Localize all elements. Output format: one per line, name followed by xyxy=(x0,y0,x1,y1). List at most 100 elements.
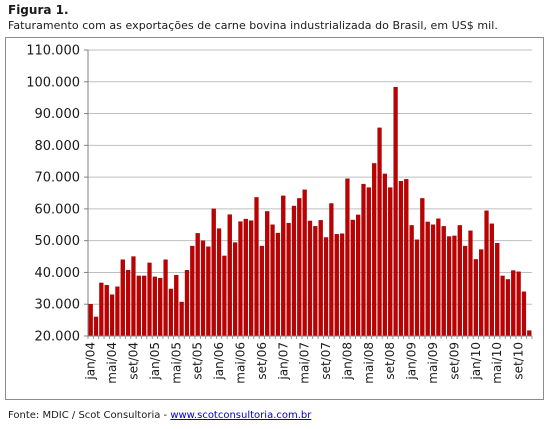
y-tick-label: 110.000 xyxy=(26,44,80,59)
x-tick-label: mai/08 xyxy=(362,342,376,384)
x-tick-label: mai/05 xyxy=(169,342,183,384)
bar xyxy=(152,276,157,337)
bar xyxy=(238,221,243,337)
x-tick-label: jan/09 xyxy=(405,342,419,381)
y-tick-label: 50.000 xyxy=(35,234,81,249)
bar xyxy=(516,271,521,337)
bar xyxy=(409,225,414,337)
y-tick-label: 20.000 xyxy=(35,330,81,345)
bar xyxy=(158,277,163,337)
bar xyxy=(393,86,398,337)
bar xyxy=(339,233,345,337)
bar xyxy=(425,221,430,337)
bar xyxy=(361,183,366,337)
bar xyxy=(463,245,468,337)
bar xyxy=(125,270,131,337)
bar xyxy=(366,187,371,337)
x-tick-label: mai/09 xyxy=(426,342,440,384)
bar xyxy=(184,270,190,337)
chart-frame xyxy=(5,37,544,400)
source-link[interactable]: www.scotconsultoria.com.br xyxy=(170,410,312,421)
bar xyxy=(275,232,281,337)
bar xyxy=(142,275,147,337)
x-tick-label: mai/10 xyxy=(490,342,504,384)
bar xyxy=(216,228,222,337)
bar xyxy=(313,226,318,337)
bar xyxy=(297,198,302,337)
bar xyxy=(179,301,184,337)
x-tick-label: set/05 xyxy=(191,342,205,380)
bar xyxy=(115,286,120,337)
bar xyxy=(521,291,527,337)
bar xyxy=(430,224,436,337)
bar xyxy=(446,236,452,337)
bar xyxy=(377,127,382,337)
bar xyxy=(286,222,291,337)
bar xyxy=(200,240,206,337)
x-tick-label: jan/08 xyxy=(340,342,354,381)
x-tick-label: set/06 xyxy=(255,342,269,380)
bar xyxy=(388,187,393,337)
x-tick-label: set/09 xyxy=(447,342,461,380)
bar xyxy=(372,163,377,337)
bar xyxy=(323,237,329,337)
bar xyxy=(270,224,275,337)
x-tick-label: jan/10 xyxy=(469,342,483,381)
source-prefix: Fonte: MDIC / Scot Consultoria - xyxy=(8,410,171,421)
bar xyxy=(265,211,270,337)
bar xyxy=(484,210,489,337)
bar xyxy=(99,282,104,337)
bar xyxy=(174,275,179,337)
bar xyxy=(243,218,248,337)
bar xyxy=(206,246,211,337)
bar xyxy=(88,304,93,337)
bar xyxy=(190,245,195,337)
y-tick-label: 60.000 xyxy=(35,202,81,217)
bar xyxy=(382,173,388,337)
bar xyxy=(505,279,511,337)
x-tick-label: mai/06 xyxy=(233,342,247,384)
bar xyxy=(136,275,141,337)
bar xyxy=(93,316,99,337)
bar xyxy=(527,330,532,337)
x-tick-label: jan/07 xyxy=(276,342,290,381)
bar xyxy=(468,230,473,337)
bar xyxy=(318,220,323,337)
x-tick-label: set/08 xyxy=(383,342,397,380)
figure-label: Figura 1. xyxy=(8,3,69,17)
bar xyxy=(473,259,478,337)
bar xyxy=(441,226,446,337)
x-tick-label: jan/06 xyxy=(212,342,226,381)
bar xyxy=(222,255,227,337)
bar xyxy=(307,220,313,337)
bar xyxy=(195,233,200,337)
bar xyxy=(420,198,425,337)
bar xyxy=(168,288,174,337)
x-tick-label: jan/05 xyxy=(148,342,162,381)
bar xyxy=(500,275,505,337)
bar xyxy=(227,214,232,337)
x-tick-label: set/04 xyxy=(126,342,140,380)
y-tick-label: 100.000 xyxy=(26,75,80,90)
bar xyxy=(489,223,495,337)
y-tick-label: 30.000 xyxy=(35,298,81,313)
bar xyxy=(495,243,500,337)
bar xyxy=(254,197,259,337)
x-tick-label: set/10 xyxy=(512,342,526,380)
bar xyxy=(163,259,168,337)
bar xyxy=(302,189,307,337)
bar xyxy=(334,234,339,337)
bar xyxy=(350,219,355,337)
y-tick-label: 40.000 xyxy=(35,266,81,281)
x-tick-label: set/07 xyxy=(319,342,333,380)
bar xyxy=(329,203,334,337)
bar xyxy=(291,205,297,337)
bar xyxy=(211,208,216,337)
bar xyxy=(404,179,409,337)
bar xyxy=(511,270,516,337)
bar xyxy=(398,181,404,337)
y-tick-label: 80.000 xyxy=(35,139,81,154)
x-tick-label: mai/04 xyxy=(105,342,119,384)
bar xyxy=(281,195,286,337)
bar xyxy=(414,239,420,337)
